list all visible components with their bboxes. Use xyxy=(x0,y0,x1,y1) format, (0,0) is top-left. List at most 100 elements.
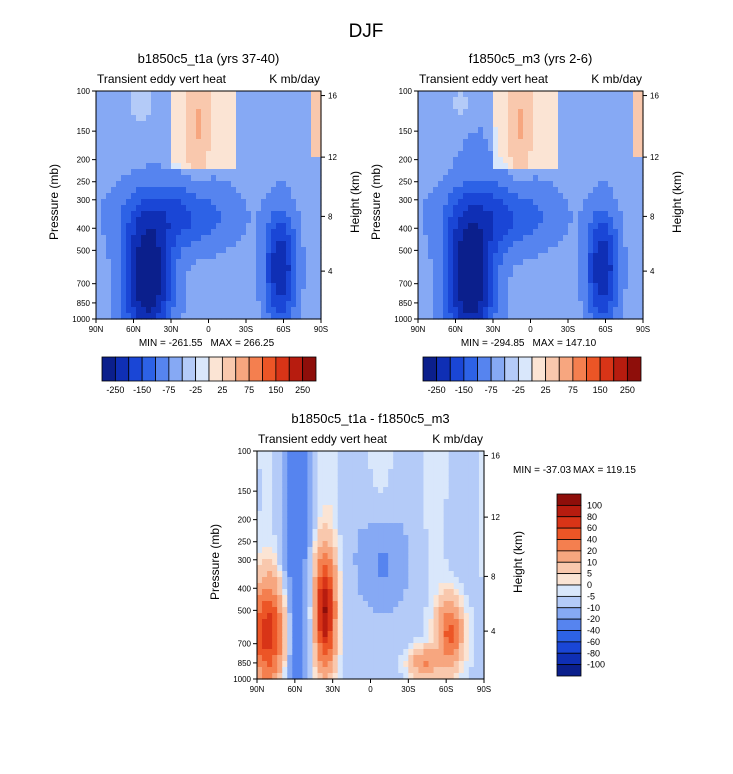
heatmap-cell xyxy=(403,541,409,548)
heatmap-cell xyxy=(483,223,489,230)
heatmap-cell xyxy=(508,259,514,266)
heatmap-cell xyxy=(418,211,424,218)
heatmap-cell xyxy=(241,187,247,194)
heatmap-cell xyxy=(638,181,644,188)
heatmap-cell xyxy=(106,163,112,170)
heatmap-cell xyxy=(131,145,137,152)
heatmap-cell xyxy=(211,97,217,104)
heatmap-cell xyxy=(322,619,329,626)
heatmap-cell xyxy=(558,115,564,122)
heatmap-cell xyxy=(528,109,534,116)
heatmap-cell xyxy=(302,637,309,644)
heatmap-cell xyxy=(528,205,534,212)
heatmap-cell xyxy=(383,451,389,458)
heatmap-cell xyxy=(276,199,282,206)
heatmap-cell xyxy=(433,619,440,626)
heatmap-cell xyxy=(126,91,132,98)
heatmap-cell xyxy=(322,481,329,488)
heatmap-cell xyxy=(528,259,534,266)
heatmap-cell xyxy=(301,313,307,320)
heatmap-cell xyxy=(292,547,298,554)
heatmap-cell xyxy=(201,181,207,188)
heatmap-cell xyxy=(473,217,479,224)
heatmap-cell xyxy=(388,535,394,542)
heatmap-cell xyxy=(558,241,564,248)
heatmap-cell xyxy=(296,181,302,188)
heatmap-cell xyxy=(538,301,544,308)
heatmap-cell xyxy=(413,655,420,662)
heatmap-cell xyxy=(261,199,267,206)
heatmap-cell xyxy=(166,271,172,278)
heatmap-cell xyxy=(347,493,354,500)
heatmap-cell xyxy=(236,91,242,98)
heatmap-cell xyxy=(488,301,494,308)
heatmap-cell xyxy=(367,529,374,536)
heatmap-cell xyxy=(292,469,298,476)
heatmap-cell xyxy=(568,283,574,290)
heatmap-cell xyxy=(297,595,303,602)
y-tick-label: 400 xyxy=(77,224,91,233)
heatmap-cell xyxy=(337,457,344,464)
heatmap-cell xyxy=(307,649,314,656)
heatmap-cell xyxy=(332,547,339,554)
heatmap-cell xyxy=(428,463,435,470)
heatmap-cell xyxy=(281,235,287,242)
heatmap-cell xyxy=(438,655,445,662)
heatmap-cell xyxy=(357,655,364,662)
heatmap-cell xyxy=(638,253,644,260)
heatmap-cell xyxy=(408,595,414,602)
heatmap-cell xyxy=(573,277,579,284)
heatmap-cell xyxy=(608,301,614,308)
heatmap-cell xyxy=(256,187,262,194)
heatmap-cell xyxy=(101,157,107,164)
heatmap-cell xyxy=(267,517,273,524)
heatmap-cell xyxy=(221,295,227,302)
heatmap-cell xyxy=(286,193,292,200)
heatmap-cell xyxy=(383,595,389,602)
heatmap-cell xyxy=(448,235,454,242)
heatmap-cell xyxy=(362,529,369,536)
heatmap-cell xyxy=(231,211,237,218)
heatmap-cell xyxy=(347,601,354,608)
heatmap-cell xyxy=(292,487,298,494)
heatmap-cell xyxy=(628,157,634,164)
heatmap-cell xyxy=(191,259,197,266)
heatmap-cell xyxy=(161,151,167,158)
heatmap-cell xyxy=(256,283,262,290)
heatmap-cell xyxy=(111,211,117,218)
heatmap-cell xyxy=(378,451,384,458)
heatmap-cell xyxy=(413,547,420,554)
heatmap-cell xyxy=(568,187,574,194)
heatmap-cell xyxy=(388,643,394,650)
heatmap-cell xyxy=(518,127,524,134)
colorbar-swatch xyxy=(463,356,478,382)
heatmap-cell xyxy=(528,301,534,308)
heatmap-cell xyxy=(257,565,263,572)
heatmap-cell xyxy=(141,115,147,122)
heatmap-cell xyxy=(367,625,374,632)
heatmap-cell xyxy=(558,157,564,164)
heatmap-cell xyxy=(191,163,197,170)
heatmap-cell xyxy=(388,517,394,524)
heatmap-cell xyxy=(428,667,435,674)
heatmap-cell xyxy=(408,553,414,560)
heatmap-cell xyxy=(317,553,324,560)
heatmap-cell xyxy=(553,133,559,140)
heatmap-cell xyxy=(276,253,282,260)
heatmap-cell xyxy=(533,127,539,134)
heatmap-cell xyxy=(216,175,222,182)
heatmap-cell xyxy=(317,463,324,470)
heatmap-cell xyxy=(598,157,604,164)
heatmap-cell xyxy=(282,553,288,560)
heatmap-cell xyxy=(578,133,584,140)
heatmap-cell xyxy=(292,505,298,512)
heatmap-cell xyxy=(362,625,369,632)
colorbar-swatch xyxy=(128,356,143,382)
heatmap-cell xyxy=(281,313,287,320)
heatmap-cell xyxy=(613,259,619,266)
heatmap-cell xyxy=(141,97,147,104)
heatmap-cell xyxy=(473,151,479,158)
heatmap-cell xyxy=(236,139,242,146)
heatmap-cell xyxy=(316,235,322,242)
units-label: K mb/day xyxy=(591,72,642,86)
